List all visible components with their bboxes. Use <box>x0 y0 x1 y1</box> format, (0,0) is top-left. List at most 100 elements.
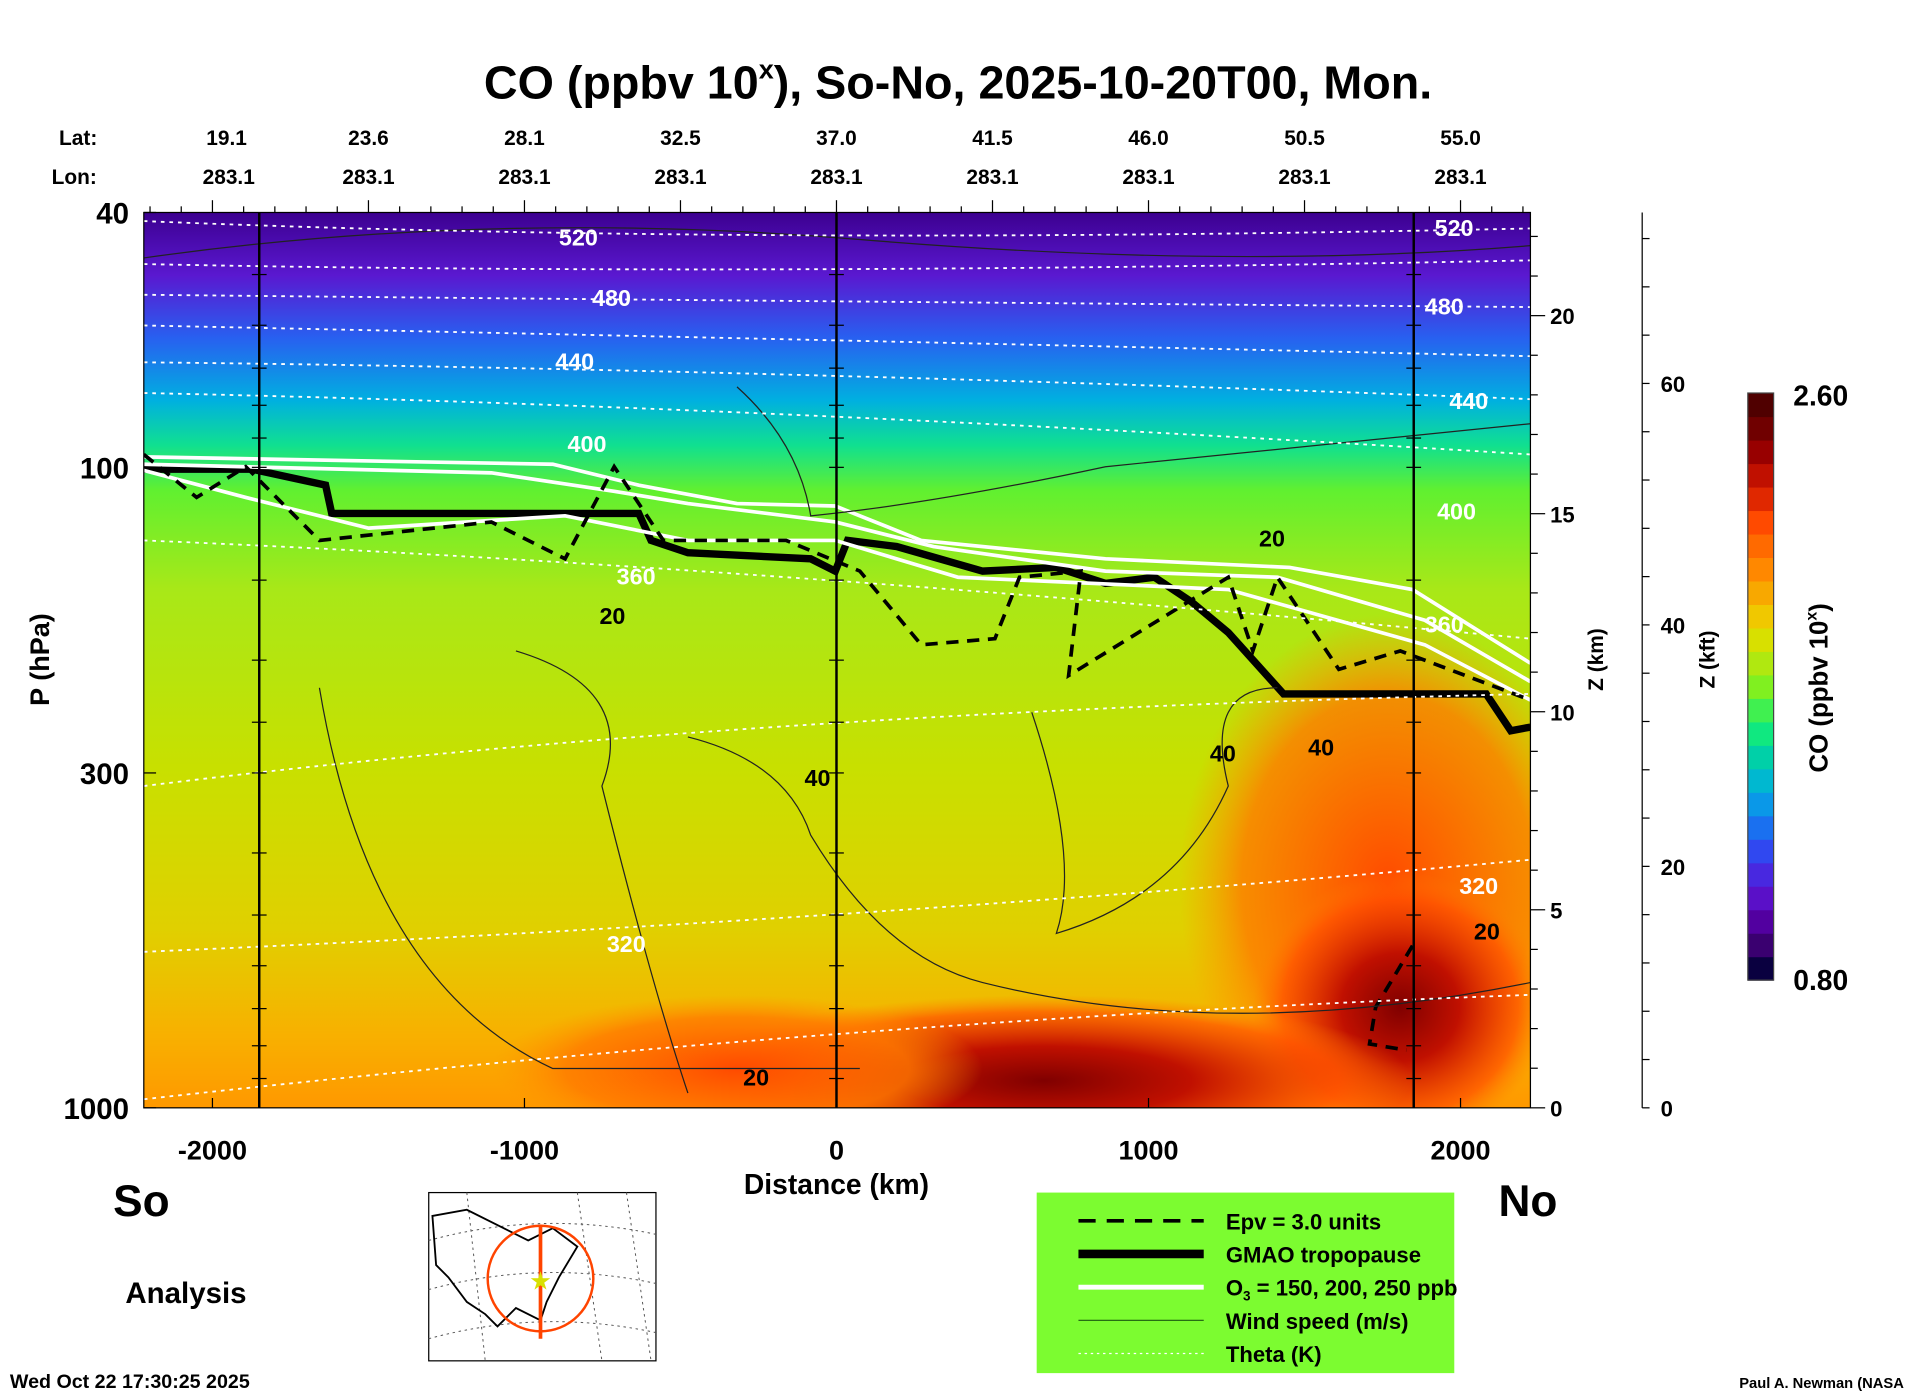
colorbar-swatch <box>1747 627 1774 652</box>
legend-item-label: O3 = 150, 200, 250 ppb <box>1226 1276 1458 1304</box>
wind-label: 40 <box>1308 734 1334 760</box>
legend-box <box>1036 1192 1455 1374</box>
lon-tick-label: 283.1 <box>203 166 256 189</box>
ozone-contour <box>143 462 1531 684</box>
colorbar-label: CO (ppbv 10x) <box>1804 603 1834 772</box>
z-km-tick-label: 5 <box>1550 898 1562 923</box>
legend-item-label: Epv = 3.0 units <box>1226 1209 1381 1234</box>
theta-label: 480 <box>592 285 631 311</box>
x-tick-label: 2000 <box>1430 1135 1490 1165</box>
theta-label: 440 <box>555 349 594 375</box>
colorbar-swatch <box>1747 604 1774 629</box>
colorbar-swatch <box>1747 439 1774 465</box>
colorbar-min-label: 0.80 <box>1793 964 1848 996</box>
theta-label: 320 <box>1459 873 1498 899</box>
wind-label: 20 <box>599 603 625 629</box>
y-tick-label: 40 <box>96 198 129 231</box>
colorbar <box>1747 392 1775 981</box>
center-star-icon: ★ <box>531 1268 551 1293</box>
colorbar-swatch <box>1747 463 1774 488</box>
epv-contour <box>1367 944 1415 1052</box>
legend-item-label: GMAO tropopause <box>1226 1243 1421 1268</box>
z-km-tick-label: 20 <box>1550 304 1575 329</box>
wind-contours <box>143 227 1531 1094</box>
x-axis-label: Distance (km) <box>744 1168 929 1200</box>
wind-label: 20 <box>1474 919 1500 945</box>
timestamp: Wed Oct 22 17:30:25 2025 <box>10 1371 250 1393</box>
theta-label: 400 <box>1437 499 1476 525</box>
y-tick-label: 100 <box>80 452 129 485</box>
colorbar-max-label: 2.60 <box>1793 379 1848 411</box>
lon-tick-label: 283.1 <box>342 166 395 189</box>
x-tick-label: -1000 <box>490 1135 559 1165</box>
wind-label: 40 <box>805 765 831 791</box>
lat-tick-label: 19.1 <box>206 127 247 150</box>
colorbar-swatch <box>1747 768 1774 793</box>
colorbar-swatch <box>1747 533 1774 559</box>
colorbar-swatch <box>1747 721 1774 746</box>
x-tick-label: -2000 <box>178 1135 247 1165</box>
axes: -2000 -1000 0 1000 2000 40 100 300 1000 0 5 10 15 20 0… <box>63 198 1685 1166</box>
north-label: No <box>1498 1177 1557 1226</box>
co-high-region <box>491 994 983 1108</box>
colorbar-swatch <box>1747 557 1774 582</box>
location-map: ★ <box>428 1191 657 1362</box>
chart-title: CO (ppbv 10x), So-No, 2025-10-20T00, Mon… <box>484 55 1432 109</box>
colorbar-swatch <box>1747 933 1774 958</box>
z-kft-axis-label: Z (kft) <box>1697 631 1720 689</box>
colorbar-swatch <box>1747 674 1774 699</box>
colorbar-swatch <box>1747 510 1774 535</box>
lon-tick-label: 283.1 <box>1278 166 1331 189</box>
theta-label: 360 <box>1425 612 1464 638</box>
lon-tick-label: 283.1 <box>1122 166 1175 189</box>
legend-item-label: Theta (K) <box>1226 1342 1322 1367</box>
legend: Epv = 3.0 units GMAO tropopause O3 = 150, … <box>1036 1192 1458 1374</box>
lat-tick-label: 28.1 <box>504 127 545 150</box>
colorbar-swatch <box>1747 580 1774 605</box>
theta-label: 520 <box>1435 215 1474 241</box>
theta-contours <box>143 220 1531 1101</box>
lon-tick-label: 283.1 <box>966 166 1019 189</box>
z-kft-tick-label: 0 <box>1661 1096 1673 1121</box>
theta-label: 440 <box>1449 388 1488 414</box>
y-axis-label: P (hPa) <box>25 613 55 706</box>
y-tick-label: 1000 <box>63 1093 129 1126</box>
lon-tick-label: 283.1 <box>498 166 551 189</box>
lat-tick-label: 55.0 <box>1440 127 1481 150</box>
lon-label: Lon: <box>52 166 97 189</box>
credit: Paul A. Newman (NASA <box>1739 1376 1904 1392</box>
lon-tick-label: 283.1 <box>654 166 707 189</box>
lat-tick-label: 50.5 <box>1284 127 1325 150</box>
wind-label: 40 <box>1210 740 1236 766</box>
colorbar-swatch <box>1747 651 1774 676</box>
lat-tick-label: 23.6 <box>348 127 389 150</box>
lat-tick-label: 32.5 <box>660 127 701 150</box>
lat-tick-label: 46.0 <box>1128 127 1169 150</box>
theta-label: 480 <box>1425 293 1464 319</box>
co-field <box>143 212 1531 1108</box>
lon-tick-label: 283.1 <box>810 166 863 189</box>
z-km-tick-label: 10 <box>1550 700 1575 725</box>
south-label: So <box>113 1177 169 1226</box>
z-km-axis-label: Z (km) <box>1585 628 1608 691</box>
analysis-label: Analysis <box>125 1277 246 1310</box>
x-tick-label: 0 <box>829 1135 844 1165</box>
colorbar-swatch <box>1747 416 1774 441</box>
colorbar-swatch <box>1747 862 1774 887</box>
colorbar-swatch <box>1747 886 1774 911</box>
lat-label: Lat: <box>59 127 97 150</box>
colorbar-swatch <box>1747 909 1774 934</box>
lat-tick-label: 37.0 <box>816 127 857 150</box>
x-tick-label: 1000 <box>1118 1135 1178 1165</box>
lon-tick-label: 283.1 <box>1434 166 1487 189</box>
colorbar-swatch <box>1747 393 1774 418</box>
wind-label: 20 <box>1259 526 1285 552</box>
colorbar-swatch <box>1747 956 1774 981</box>
y-tick-label: 300 <box>80 758 129 791</box>
z-kft-tick-label: 20 <box>1661 855 1686 880</box>
ozone-contour <box>143 455 1531 665</box>
z-kft-tick-label: 60 <box>1661 372 1686 397</box>
colorbar-swatch <box>1747 486 1774 512</box>
colorbar-swatch <box>1747 698 1774 723</box>
